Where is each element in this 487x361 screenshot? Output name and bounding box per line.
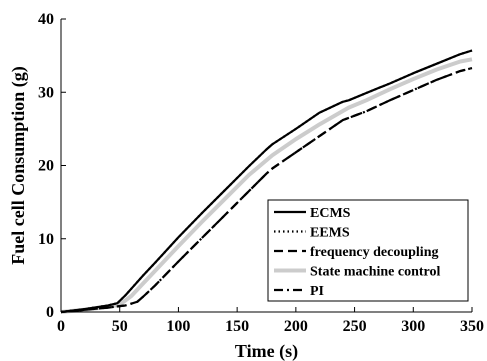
axes <box>60 18 473 313</box>
series-line-4 <box>60 67 473 314</box>
tick-labels: 0 50 100 150 200 250 300 350 0 10 20 30 40 <box>38 11 484 335</box>
legend-box <box>267 199 469 302</box>
legend-label-3: State machine control <box>310 265 440 280</box>
x-tick-label: 50 <box>112 318 128 335</box>
x-tick-label: 300 <box>401 318 425 335</box>
series-lines <box>60 49 473 314</box>
y-tick-label: 40 <box>38 11 54 28</box>
y-tick-label: 0 <box>46 304 54 321</box>
x-tick-label: 150 <box>225 318 249 335</box>
legend-label-4: PI <box>310 284 324 299</box>
x-tick-label: 250 <box>343 318 367 335</box>
x-tick-label: 100 <box>166 318 190 335</box>
series-line-3 <box>60 57 473 314</box>
x-tick-label: 0 <box>57 318 65 335</box>
legend: ECMS EEMS frequency decoupling State machin… <box>267 199 469 302</box>
series-line-0 <box>60 49 473 314</box>
legend-label-2: frequency decoupling <box>310 245 438 260</box>
x-axis-title: Time (s) <box>235 341 298 361</box>
y-axis-title: Fuel cell Consumption (g) <box>8 66 29 265</box>
legend-label-0: ECMS <box>310 206 351 221</box>
y-tick-label: 30 <box>38 84 54 101</box>
legend-label-1: EEMS <box>310 226 350 241</box>
y-tick-label: 10 <box>38 231 54 248</box>
x-tick-label: 350 <box>460 318 484 335</box>
x-tick-label: 200 <box>284 318 308 335</box>
y-tick-label: 20 <box>38 158 54 175</box>
